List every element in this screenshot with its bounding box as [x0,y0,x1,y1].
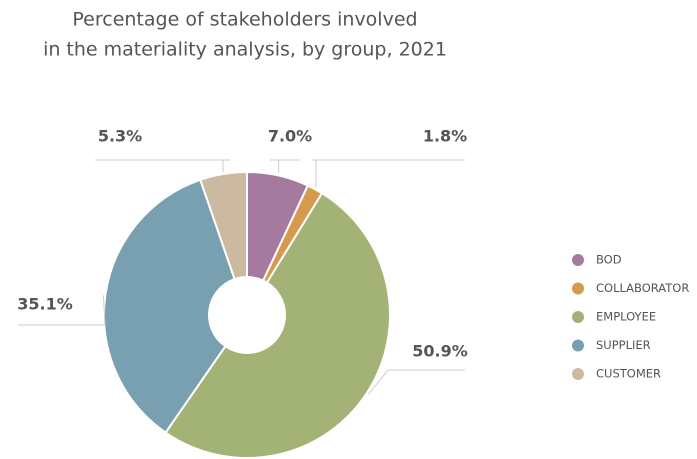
chart-title: Percentage of stakeholders involved [72,9,417,31]
leader-line [367,369,465,395]
legend-label: BOD [596,253,622,267]
legend-label: COLLABORATOR [596,281,689,295]
data-label: 5.3% [98,127,142,146]
legend-label: EMPLOYEE [596,310,656,324]
legend-swatch [572,339,584,352]
legend-swatch [572,311,584,323]
leader-line [18,295,106,326]
legend-label: CUSTOMER [596,367,661,381]
chart-title: in the materiality analysis, by group, 2… [43,39,447,61]
leader-line [312,159,465,188]
legend-swatch [572,254,584,266]
leader-line [95,159,230,173]
data-label: 50.9% [412,342,468,361]
slice [164,191,391,459]
leader-line [270,159,300,174]
legend-label: SUPPLIER [596,338,651,352]
slice [199,170,248,281]
legend-swatch [572,368,584,380]
slice [103,178,236,434]
data-label: 35.1% [17,295,73,314]
legend-swatch [572,282,584,295]
data-label: 1.8% [423,127,467,146]
data-label: 7.0% [268,127,312,146]
